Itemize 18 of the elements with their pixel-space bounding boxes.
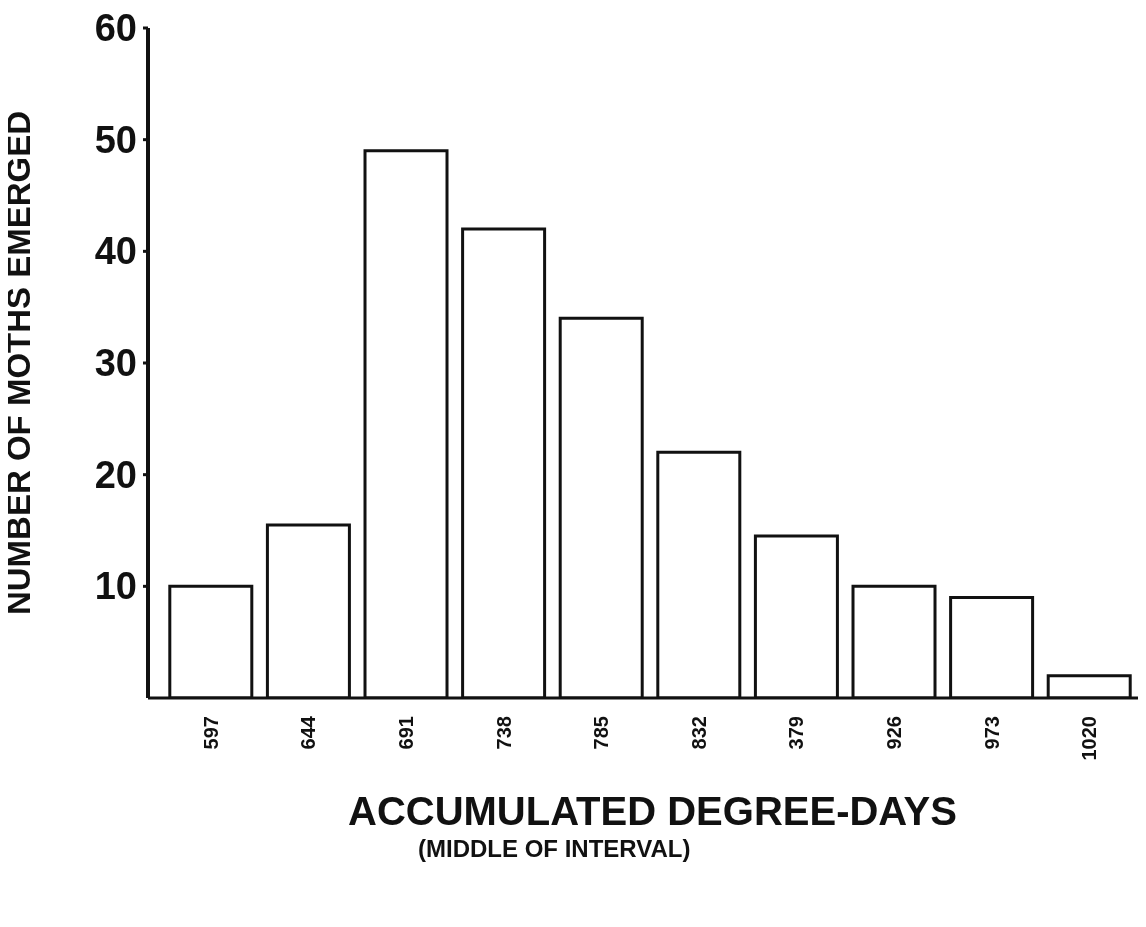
x-axis-title: ACCUMULATED DEGREE-DAYS	[348, 788, 958, 834]
y-tick-label: 60	[94, 7, 137, 49]
x-tick-label: 738	[492, 716, 515, 750]
text: (MIDDLE OF INTERVAL)	[418, 834, 692, 864]
x-tick-label: 691	[395, 716, 417, 750]
x-tick-label: 926	[883, 716, 905, 750]
x-tick-label: 785	[590, 716, 613, 750]
x-tick-label: 644	[297, 715, 320, 750]
x-tick-label: 973	[980, 716, 1003, 750]
x-tick-label: 1020	[1078, 716, 1101, 761]
x-tick-label: 597	[199, 716, 222, 750]
y-tick-label: 30	[94, 342, 137, 384]
x-tick-label: 832	[687, 716, 710, 750]
y-tick-label: 40	[94, 230, 137, 273]
y-tick-label: 20	[94, 453, 137, 496]
y-tick-label: 50	[94, 118, 137, 161]
x-tick-label: 379	[785, 716, 808, 750]
y-tick-label: 10	[94, 565, 137, 608]
